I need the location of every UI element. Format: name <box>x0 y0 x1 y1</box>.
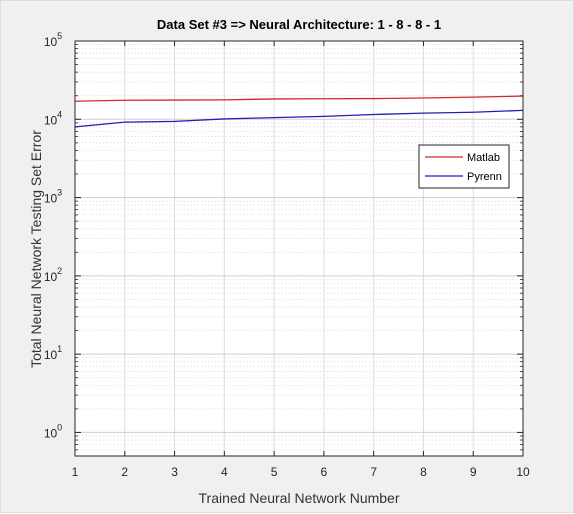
plot-area <box>75 41 523 456</box>
legend: Matlab Pyrenn <box>418 144 510 189</box>
x-tick-label: 4 <box>221 465 228 479</box>
x-tick-label: 10 <box>516 465 530 479</box>
x-tick-label: 6 <box>321 465 328 479</box>
x-axis-label: Trained Neural Network Number <box>199 490 400 506</box>
chart-title: Data Set #3 => Neural Architecture: 1 - … <box>157 17 441 32</box>
y-tick-label: 105 <box>44 31 62 49</box>
series-layer <box>74 95 524 128</box>
y-tick-label: 100 <box>44 422 62 440</box>
x-tick-label: 2 <box>121 465 128 479</box>
y-tick-label: 101 <box>44 344 62 362</box>
legend-label-matlab: Matlab <box>467 152 500 164</box>
legend-box <box>418 144 510 189</box>
x-tick-labels: 1 2 3 4 5 6 7 8 9 10 <box>72 465 530 479</box>
series-line-matlab <box>74 95 524 102</box>
y-tick-label: 102 <box>44 266 62 284</box>
y-tick-labels: 100 101 102 103 104 105 <box>44 31 62 440</box>
y-tick-label: 104 <box>44 109 62 127</box>
x-tick-label: 9 <box>470 465 477 479</box>
x-tick-label: 1 <box>72 465 79 479</box>
tick-marks <box>74 40 524 457</box>
legend-label-pyrenn: Pyrenn <box>467 171 502 183</box>
x-tick-label: 5 <box>271 465 278 479</box>
y-axis-label: Total Neural Network Testing Set Error <box>28 130 44 368</box>
minor-grid <box>75 44 523 457</box>
series-line-pyrenn <box>74 109 524 128</box>
y-tick-label: 103 <box>44 188 62 206</box>
x-tick-label: 3 <box>171 465 178 479</box>
plot-frame <box>74 40 524 457</box>
x-tick-label: 7 <box>370 465 377 479</box>
x-tick-label: 8 <box>420 465 427 479</box>
